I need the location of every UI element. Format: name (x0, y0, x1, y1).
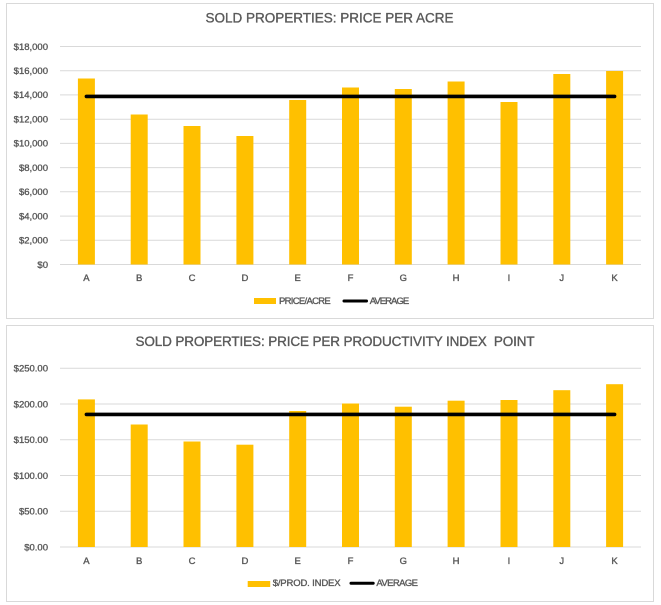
svg-text:$18,000: $18,000 (14, 42, 48, 53)
svg-text:F: F (348, 273, 354, 284)
svg-text:H: H (453, 273, 460, 284)
svg-text:$6,000: $6,000 (19, 187, 48, 198)
svg-text:PRICE/ACRE: PRICE/ACRE (279, 296, 330, 307)
svg-text:AVERAGE: AVERAGE (370, 296, 409, 307)
svg-text:$8,000: $8,000 (19, 163, 48, 174)
svg-text:$14,000: $14,000 (14, 90, 48, 101)
svg-text:C: C (189, 556, 196, 567)
svg-text:H: H (453, 556, 460, 567)
svg-text:B: B (136, 556, 142, 567)
svg-text:I: I (508, 273, 511, 284)
svg-text:$/PROD. INDEX: $/PROD. INDEX (273, 578, 342, 589)
svg-text:AVERAGE: AVERAGE (376, 578, 417, 589)
svg-text:C: C (189, 273, 196, 284)
svg-text:$0.00: $0.00 (24, 542, 48, 553)
svg-text:$50.00: $50.00 (19, 507, 48, 518)
svg-text:F: F (348, 556, 354, 567)
svg-text:$250.00: $250.00 (14, 364, 48, 375)
svg-text:$150.00: $150.00 (14, 435, 48, 446)
svg-text:I: I (508, 556, 511, 567)
svg-text:$12,000: $12,000 (14, 115, 48, 126)
svg-text:K: K (611, 273, 618, 284)
svg-text:$10,000: $10,000 (14, 139, 48, 150)
svg-text:$100.00: $100.00 (14, 471, 48, 482)
svg-text:E: E (295, 273, 301, 284)
svg-text:K: K (611, 556, 618, 567)
svg-text:J: J (559, 273, 564, 284)
svg-text:$200.00: $200.00 (14, 399, 48, 410)
svg-text:$0: $0 (37, 260, 48, 271)
svg-text:SOLD PROPERTIES: PRICE PER ACR: SOLD PROPERTIES: PRICE PER ACRE (205, 10, 453, 25)
svg-text:G: G (400, 556, 407, 567)
svg-text:G: G (400, 273, 407, 284)
svg-text:E: E (295, 556, 301, 567)
svg-text:D: D (241, 556, 248, 567)
svg-text:J: J (559, 556, 564, 567)
svg-text:$2,000: $2,000 (19, 236, 48, 247)
svg-text:A: A (83, 556, 90, 567)
svg-text:$16,000: $16,000 (14, 66, 48, 77)
svg-text:SOLD PROPERTIES: PRICE PER PRO: SOLD PROPERTIES: PRICE PER PRODUCTIVITY … (135, 334, 534, 349)
svg-text:A: A (83, 273, 90, 284)
svg-text:B: B (136, 273, 142, 284)
svg-text:$4,000: $4,000 (19, 211, 48, 222)
svg-text:D: D (241, 273, 248, 284)
